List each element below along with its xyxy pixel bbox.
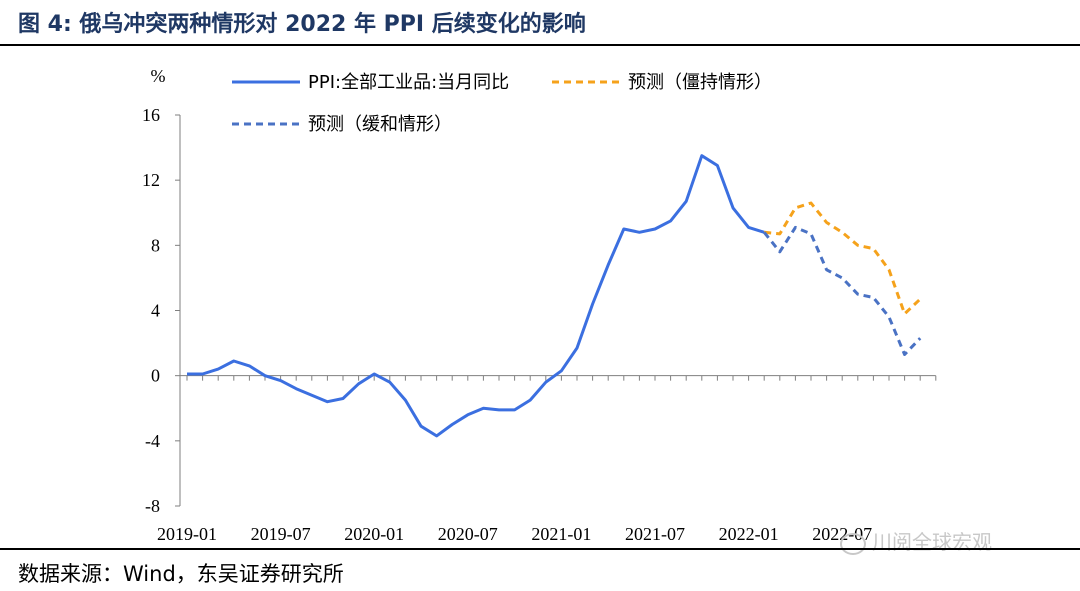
x-tick-label: 2019-01 <box>157 524 217 544</box>
chat-bubble-icon <box>840 532 866 555</box>
x-tick-label: 2020-01 <box>344 524 404 544</box>
x-tick-label: 2021-01 <box>531 524 591 544</box>
series-line-2 <box>764 201 922 316</box>
x-tick-label: 2020-07 <box>438 524 498 544</box>
source-note: 数据来源：Wind，东吴证券研究所 <box>18 562 344 586</box>
legend-label-1: PPI:全部工业品:当月同比 <box>308 72 509 93</box>
y-tick-label: -4 <box>145 431 160 451</box>
y-tick-label: 16 <box>142 105 160 125</box>
y-tick-label: 0 <box>151 366 160 386</box>
x-tick-label: 2021-07 <box>625 524 685 544</box>
x-tick-label: 2019-07 <box>251 524 311 544</box>
watermark-text: 川阅全球宏观 <box>872 530 992 554</box>
y-tick-label: 8 <box>151 235 160 255</box>
y-axis-unit: % <box>151 66 166 86</box>
legend-label-3: 预测（缓和情形） <box>308 114 452 135</box>
y-tick-label: -8 <box>145 496 160 516</box>
top-rule <box>0 44 1080 46</box>
x-tick-label: 2022-01 <box>719 524 779 544</box>
series-line-3 <box>763 225 922 356</box>
legend-label-2: 预测（僵持情形） <box>628 72 772 93</box>
y-tick-label: 12 <box>142 170 160 190</box>
series-line-1 <box>187 154 765 438</box>
y-tick-label: 4 <box>151 301 160 321</box>
watermark: 川阅全球宏观 <box>840 526 992 555</box>
chart-title: 图 4: 俄乌冲突两种情形对 2022 年 PPI 后续变化的影响 <box>18 12 586 37</box>
bottom-rule <box>0 548 1080 550</box>
